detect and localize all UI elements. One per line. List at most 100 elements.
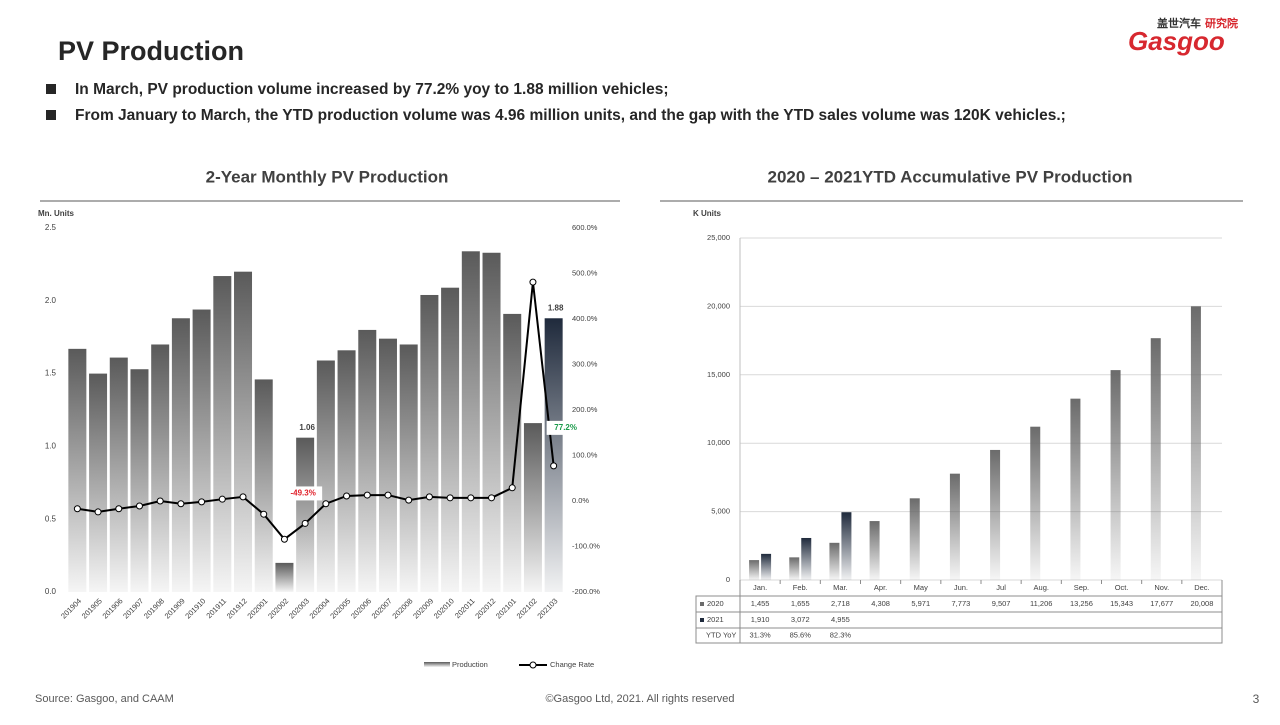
y-tick-label: 2.0 [45,296,57,305]
x-tick-label: 202003 [287,596,311,620]
legend-swatch [424,662,450,667]
line-marker [156,497,164,505]
x-tick-label: 201907 [121,596,145,620]
table-cell: 15,343 [1110,599,1133,608]
y2-tick-label: 600.0% [572,223,598,232]
source: Source: Gasgoo, and CAAM [35,693,174,705]
x-tick-label: 201908 [142,596,166,620]
table-frame [695,595,1223,644]
line-marker [405,496,413,504]
bar [192,309,211,592]
legend-label: 2020 [707,599,724,608]
bullet: In March, PV production volume increased… [75,81,669,98]
data-label: 1.06 [299,423,315,432]
data-label: 77.2% [554,423,577,432]
line-marker [94,508,102,516]
table-cell: 1,655 [791,599,810,608]
x-tick-label: 201904 [59,596,83,620]
x-tick-label: 202007 [370,596,394,620]
line-marker [425,493,433,501]
y2-tick-label: 400.0% [572,314,598,323]
x-tick-label: 202004 [308,596,332,620]
bar [1110,370,1121,580]
x-tick-label: 202001 [245,596,269,620]
line-marker [301,519,309,527]
bar [68,348,87,592]
table-cell: 82.3% [830,630,852,639]
line-marker [363,491,371,499]
bar [1190,306,1201,580]
label-bg [284,486,323,501]
bar [1070,398,1081,580]
x-tick-label: 202012 [473,596,497,620]
bar [789,557,800,580]
label-bg [546,420,585,435]
table-cell: 20,008 [1190,599,1213,608]
legend-swatch [700,602,704,606]
bar [378,338,397,592]
y2-tick-label: 0.0% [572,496,589,505]
y-tick-label: 0.0 [45,587,57,596]
line-marker [177,500,185,508]
x-tick-label: May [914,583,928,592]
bar [420,294,439,592]
page-number: 3 [1253,692,1260,706]
table-cell: 9,507 [992,599,1011,608]
y-tick-label: 15,000 [707,370,730,379]
data-label: 1.88 [548,303,564,312]
bar [841,512,852,580]
bar [829,542,840,580]
table-cell: 85.6% [790,630,812,639]
table-cell: 31.3% [749,630,771,639]
y2-tick-label: 100.0% [572,450,598,459]
chart-title: 2-Year Monthly PV Production [206,167,449,186]
bar [275,562,294,592]
line-marker [529,278,537,286]
line-marker [115,505,123,513]
logo-brand: Gasgoo [1128,26,1225,56]
bar [213,276,232,592]
x-tick-label: 202010 [432,596,456,620]
table-cell: 7,773 [952,599,971,608]
x-tick-label: 202006 [349,596,373,620]
line-marker [239,493,247,501]
table-cell: 4,308 [871,599,890,608]
bar [503,313,522,592]
table-cell: 11,206 [1030,599,1052,608]
x-tick-label: 202101 [494,596,518,620]
table-cell: 4,955 [831,615,850,624]
bar [544,318,563,592]
x-tick-label: 202002 [266,596,290,620]
bar [761,553,772,580]
x-tick-label: Jun. [954,583,968,592]
bar [89,373,108,592]
x-tick-label: Jan. [753,583,767,592]
bar [109,357,128,592]
x-tick-label: 202008 [390,596,414,620]
slide-title: PV Production [58,36,244,66]
table-cell: 3,072 [791,615,810,624]
bar [990,449,1001,580]
line-marker [467,494,475,502]
legend-swatch [529,661,537,669]
y-tick-label: 0 [726,575,730,584]
y-tick-label: 1.0 [45,442,57,451]
y2-tick-label: 500.0% [572,268,598,277]
bullet-marker [46,84,56,94]
bullet-marker [46,110,56,120]
bar [171,318,190,592]
y2-tick-label: 200.0% [572,405,598,414]
bar [869,521,880,580]
copyright: ©Gasgoo Ltd, 2021. All rights reserved [545,693,734,705]
legend-label: Production [452,660,488,669]
y2-tick-label: -200.0% [572,587,600,596]
x-tick-label: 202009 [411,596,435,620]
line-marker [384,491,392,499]
bar [909,498,920,580]
bar [358,329,377,592]
bar [337,350,356,592]
line-marker [446,494,454,502]
table-cell: 5,971 [911,599,930,608]
